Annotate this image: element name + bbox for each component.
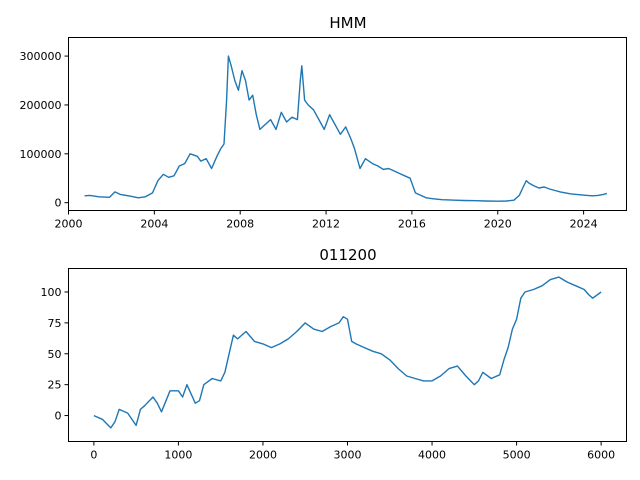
y-tick-label: 300000	[20, 50, 62, 63]
x-tick-label: 3000	[334, 449, 362, 462]
x-tick-label: 2000	[55, 218, 83, 231]
chart-title: HMM	[329, 14, 366, 32]
011200-chart: 011200 0 1000 2000 3000 4000 5000 6000 0 25 50 75 1…	[41, 246, 627, 462]
y-tick-label: 0	[55, 197, 62, 210]
x-tick-label: 2012	[312, 218, 340, 231]
series-layer	[84, 55, 608, 202]
ticks-layer: 0 1000 2000 3000 4000 5000 6000 0 25 50 75 100	[41, 286, 616, 462]
x-tick-label: 2000	[249, 449, 277, 462]
x-tick-label: 2016	[398, 218, 426, 231]
x-tick-label: 1000	[164, 449, 192, 462]
series-layer	[93, 276, 602, 429]
ticks-layer: 2000 2004 2008 2012 2016 2020 2024 0 100000 20000…	[20, 50, 598, 230]
y-tick-label: 25	[48, 379, 62, 392]
x-tick-label: 2020	[484, 218, 512, 231]
y-tick-label: 75	[48, 317, 62, 330]
chart-title: 011200	[319, 246, 376, 264]
series-line-0	[93, 276, 602, 429]
x-tick-label: 2024	[570, 218, 598, 231]
x-tick-label: 2008	[226, 218, 254, 231]
y-tick-label: 200000	[20, 99, 62, 112]
x-tick-label: 4000	[418, 449, 446, 462]
series-line-0	[84, 55, 608, 202]
y-tick-label: 50	[48, 348, 62, 361]
y-tick-label: 100000	[20, 148, 62, 161]
plot-frame	[68, 268, 627, 442]
x-tick-label: 6000	[587, 449, 615, 462]
x-tick-label: 5000	[503, 449, 531, 462]
x-tick-label: 0	[90, 449, 97, 462]
y-tick-label: 0	[55, 410, 62, 423]
plot-frame	[68, 37, 627, 211]
y-tick-label: 100	[41, 286, 62, 299]
hmm-chart: HMM 2000 2004 2008 2012 2016 2020 202401000002…	[20, 14, 627, 231]
x-tick-label: 2004	[140, 218, 168, 231]
